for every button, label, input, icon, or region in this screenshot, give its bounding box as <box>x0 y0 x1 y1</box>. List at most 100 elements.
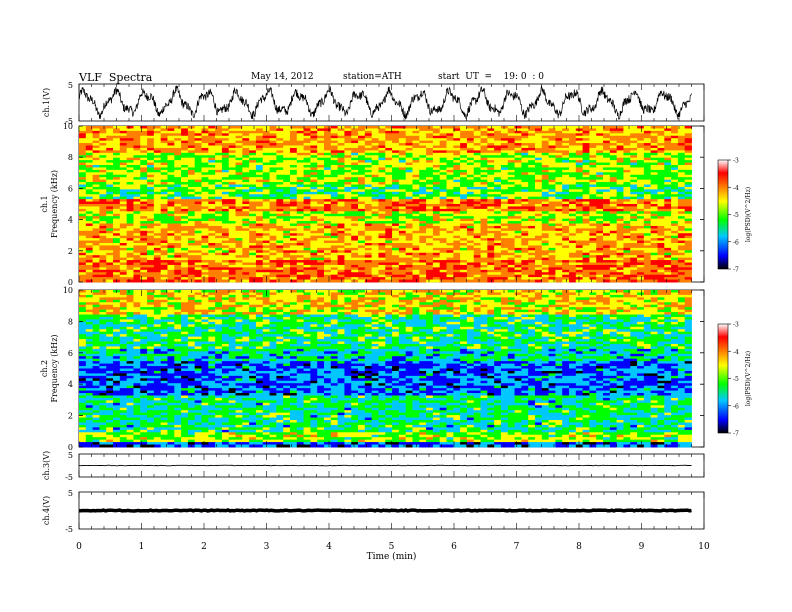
ch1-spectrogram-cell <box>609 138 618 142</box>
ch1-spectrogram-cell <box>596 243 604 246</box>
ch1-spectrogram-cell <box>119 145 128 149</box>
ch1-spectrogram-cell <box>548 208 556 212</box>
ch1-spectrogram-cell <box>575 186 584 190</box>
ch1-spectrogram-cell <box>262 225 270 229</box>
ch1-spectrogram-cell <box>473 147 481 151</box>
ch1-spectrogram-cell <box>324 177 332 181</box>
ch1-spectrogram-cell <box>589 235 597 239</box>
ch1-spectrogram-cell <box>487 247 495 251</box>
ch1-spectrogram-cell <box>480 216 488 220</box>
ch1-spectrogram-cell <box>269 221 277 224</box>
ch1-spectrogram-cell <box>310 211 318 215</box>
ch1-spectrogram-cell <box>303 243 311 246</box>
ch1-spectrogram-cell <box>643 169 652 173</box>
ch1-spectrogram-cell <box>419 162 427 166</box>
ch1-spectrogram-cell <box>684 186 692 190</box>
ch1-spectrogram-cell <box>664 208 672 212</box>
ch1-spectrogram-cell <box>589 211 597 215</box>
ch1-spectrogram-cell <box>494 228 502 232</box>
ch1-spectrogram-cell <box>528 228 536 232</box>
ch1-spectrogram-cell <box>221 250 230 254</box>
ch1-spectrogram-cell <box>228 199 236 202</box>
ch1-spectrogram-cell <box>426 235 434 239</box>
ch1-spectrogram-cell <box>289 233 298 237</box>
ch1-spectrogram-cell <box>392 243 400 246</box>
ch1-spectrogram-cell <box>201 165 209 168</box>
ch1-spectrogram-cell <box>296 255 304 259</box>
ch1-spectrogram-cell <box>113 155 121 159</box>
ch1-spectrogram-cell <box>153 191 162 195</box>
ch1-spectrogram-cell <box>330 243 339 246</box>
ch1-spectrogram-cell <box>113 223 121 227</box>
ch1-spectrogram-cell <box>296 201 304 205</box>
ch1-spectrogram-cell <box>514 211 522 215</box>
ch1-spectrogram-cell <box>133 260 141 263</box>
ch1-spectrogram-cell <box>460 235 468 239</box>
ch1-spectrogram-cell <box>521 196 529 200</box>
ch1-spectrogram-cell <box>677 169 686 173</box>
ch1-spectrogram-cell <box>548 186 556 190</box>
ch1-spectrogram-cell <box>541 218 549 222</box>
ch1-spectrogram-cell <box>480 147 488 151</box>
ch1-spectrogram-cell <box>208 182 216 185</box>
ch1-spectrogram-cell <box>426 194 434 198</box>
ch1-spectrogram-cell <box>398 225 407 229</box>
ch1-spectrogram-cell <box>385 228 393 232</box>
ch1-spectrogram-cell <box>637 252 645 256</box>
ch1-spectrogram-cell <box>324 235 332 239</box>
ch1-spectrogram-cell <box>623 157 631 161</box>
ch1-spectrogram-cell <box>460 169 468 173</box>
ch1-spectrogram-cell <box>276 238 284 241</box>
ch1-spectrogram-cell <box>181 133 189 137</box>
ch1-spectrogram-cell <box>344 184 352 188</box>
ch1-spectrogram-cell <box>500 172 509 176</box>
ch1-spectrogram-cell <box>684 238 692 241</box>
ch1-spectrogram-cell <box>405 240 413 244</box>
ch1-spectrogram-cell <box>113 179 121 183</box>
ch1-spectrogram-cell <box>541 150 549 154</box>
ch1-spectrogram-cell <box>337 250 345 254</box>
ch1-spectrogram-cell <box>126 143 134 146</box>
ch1-spectrogram-cell <box>432 235 441 239</box>
ch1-spectrogram-cell <box>126 147 134 151</box>
ch1-spectrogram-cell <box>534 140 543 144</box>
ch1-spectrogram-cell <box>194 204 202 207</box>
ch1-spectrogram-cell <box>507 228 515 232</box>
ch1-spectrogram-cell <box>208 177 216 181</box>
ch1-spectrogram-cell <box>221 194 230 198</box>
ch1-spectrogram-cell <box>473 172 481 176</box>
ch1-spectrogram-cell <box>398 182 407 185</box>
ch1-spectrogram-cell <box>446 252 454 256</box>
ch1-spectrogram-cell <box>371 128 379 132</box>
ch1-spectrogram-cell <box>480 133 488 137</box>
ch1-spectrogram-cell <box>466 135 475 139</box>
ch1-spectrogram-cell <box>548 257 556 261</box>
ch1-spectrogram-cell <box>426 157 434 161</box>
ch1-spectrogram-cell <box>569 179 577 183</box>
ch1-spectrogram-cell <box>487 126 495 129</box>
ch1-spectrogram-cell <box>160 174 168 178</box>
ch1-spectrogram-cell <box>113 228 121 232</box>
ch1-spectrogram-cell <box>569 228 577 232</box>
ch1-spectrogram-cell <box>671 223 679 227</box>
ch1-spectrogram-cell <box>255 172 264 176</box>
ch1-spectrogram-cell <box>453 225 461 229</box>
ch1-spectrogram-cell <box>664 160 672 163</box>
ch1-spectrogram-cell <box>392 245 400 249</box>
ch1-spectrogram-cell <box>677 240 686 244</box>
ch1-spectrogram-cell <box>255 240 264 244</box>
ch1-spectrogram-cell <box>330 160 339 163</box>
ch1-spectrogram-cell <box>480 182 488 185</box>
ch1-spectrogram-cell <box>677 194 686 198</box>
ch1-spectrogram-cell <box>398 228 407 232</box>
ch1-spectrogram-cell <box>235 179 243 183</box>
ch1-spectrogram-cell <box>160 145 168 149</box>
ch1-spectrogram-cell <box>385 157 393 161</box>
ch1-spectrogram-cell <box>79 194 87 198</box>
ch1-spectrogram-cell <box>167 133 175 137</box>
ch1-spectrogram-cell <box>677 250 686 254</box>
ch1-spectrogram-cell <box>337 201 345 205</box>
ch1-spectrogram-cell <box>684 140 692 144</box>
ch1-spectrogram-cell <box>446 138 454 142</box>
ch1-spectrogram-cell <box>460 182 468 185</box>
